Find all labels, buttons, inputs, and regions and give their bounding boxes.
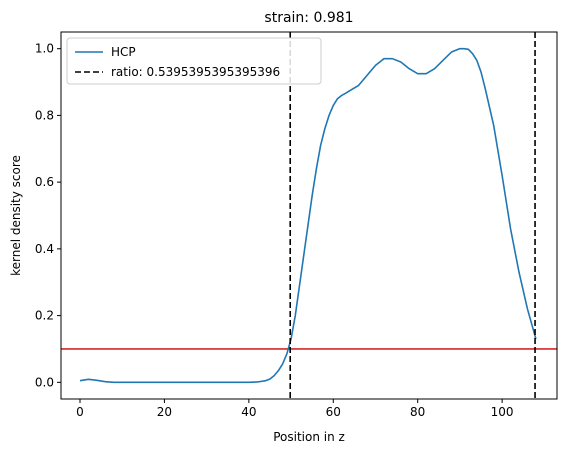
x-tick-label: 60 bbox=[326, 405, 341, 419]
y-tick-label: 0.8 bbox=[35, 108, 54, 122]
y-tick-label: 1.0 bbox=[35, 42, 54, 56]
y-axis-label: kernel density score bbox=[9, 155, 23, 276]
legend: HCP ratio: 0.5395395395395396 bbox=[66, 37, 322, 85]
y-tick-label: 0.4 bbox=[35, 242, 54, 256]
legend-label: HCP bbox=[111, 45, 136, 59]
x-tick-label: 40 bbox=[241, 405, 256, 419]
y-tick-label: 0.6 bbox=[35, 175, 54, 189]
legend-box bbox=[66, 37, 322, 85]
x-tick-label: 100 bbox=[491, 405, 514, 419]
legend-label: ratio: 0.5395395395395396 bbox=[111, 65, 280, 79]
y-axis: 0.0 0.2 0.4 0.6 0.8 1.0 bbox=[35, 42, 61, 389]
series-line-hcp bbox=[79, 47, 537, 384]
x-axis-label: Position in z bbox=[273, 430, 345, 444]
x-tick-label: 20 bbox=[157, 405, 172, 419]
x-tick-label: 0 bbox=[76, 405, 84, 419]
x-tick-label: 80 bbox=[410, 405, 425, 419]
plot-frame bbox=[60, 31, 558, 400]
chart-title: strain: 0.981 bbox=[264, 10, 353, 26]
y-tick-label: 0.0 bbox=[35, 375, 54, 389]
x-axis: 0 20 40 60 80 100 bbox=[76, 399, 514, 419]
y-tick-label: 0.2 bbox=[35, 309, 54, 323]
